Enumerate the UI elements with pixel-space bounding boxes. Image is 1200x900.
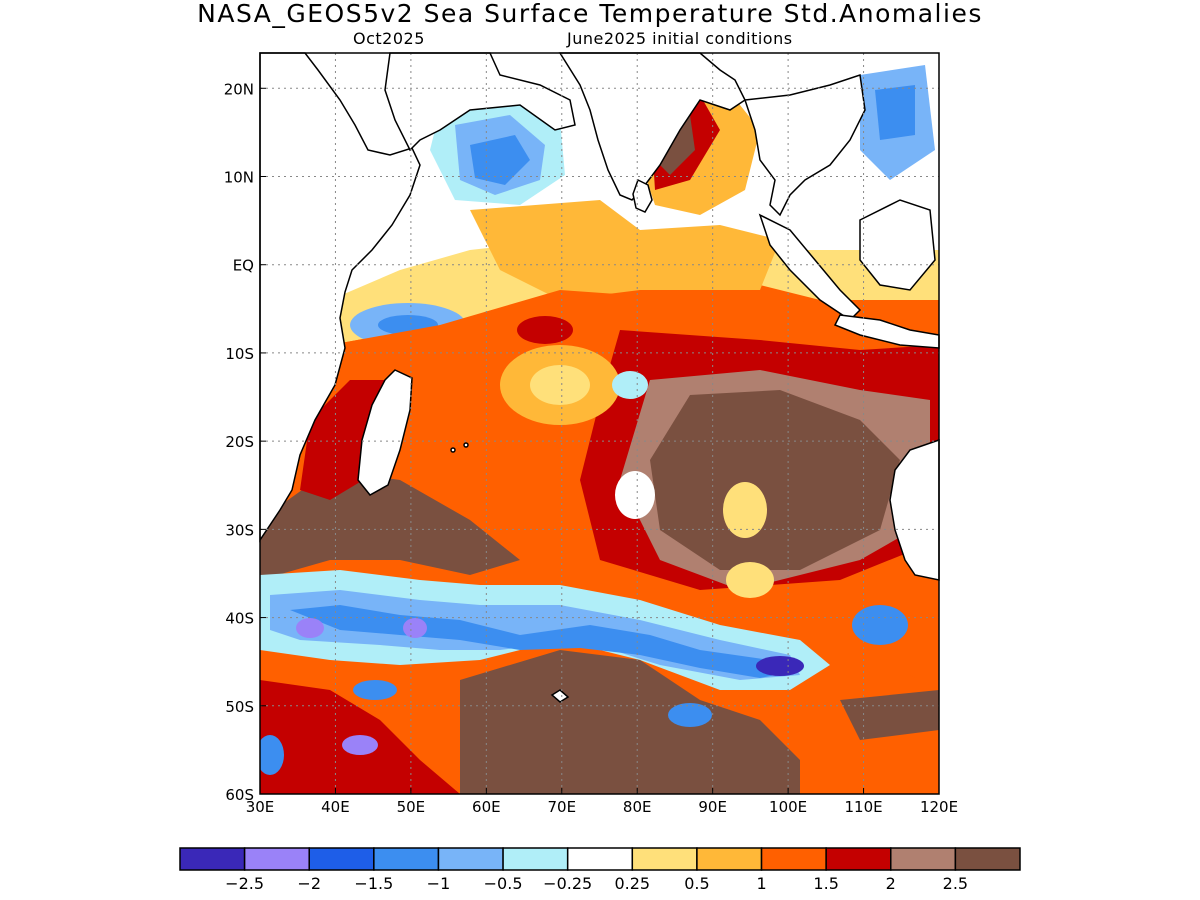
far-south-cold-spot [353, 680, 397, 700]
center-neutral-spot [615, 471, 655, 519]
kerguelen-island [550, 689, 570, 703]
warm-band-equator [470, 200, 780, 300]
colorbar-label: 0.25 [614, 874, 650, 893]
colorbar-label: 2 [886, 874, 896, 893]
colorbar-label: −1 [427, 874, 451, 893]
lon-tick-label: 110E [845, 798, 883, 816]
africa-landmass [259, 52, 421, 543]
south-east-extreme [650, 390, 900, 570]
colorbar-label: 1.5 [813, 874, 838, 893]
far-se-extreme [840, 690, 939, 740]
far-south-extreme [460, 650, 800, 794]
arabian-cold-core [470, 135, 530, 185]
lat-tick-label: 10N [224, 169, 254, 187]
lat-tick-label: 20N [224, 80, 254, 98]
lat-tick-label: 60S [225, 786, 254, 804]
latitude-ticks: 20N 10N EQ 10S 20S 30S 40S 50S 60S [224, 80, 266, 804]
colorbar-swatch [566, 847, 634, 871]
far-south-cold-spot-3 [668, 703, 712, 727]
colorbar-label: −2.5 [225, 874, 264, 893]
colorbar-swatch [890, 847, 957, 871]
lat-tick-label: EQ [233, 257, 254, 275]
colorbar-label: 2.5 [943, 874, 968, 893]
colorbar-label: 1 [756, 874, 766, 893]
cold-spot-2 [403, 618, 427, 638]
lon-tick-label: 60E [472, 798, 501, 816]
mauritius-island [463, 442, 469, 448]
colorbar-swatch [760, 847, 827, 871]
colorbar-swatch [373, 847, 440, 871]
far-south-cold-spot-2 [342, 735, 378, 755]
central-warm-blob-core [530, 365, 590, 405]
lon-tick-label: 100E [769, 798, 807, 816]
colorbar-swatch [954, 847, 1021, 871]
colorbar: −2.5 −2 −1.5 −1 −0.5 −0.25 0.25 0.5 1 1.5 2 2.5 [179, 847, 1021, 893]
colorbar-swatch [308, 847, 375, 871]
lat-tick-label: 50S [225, 698, 254, 716]
longitude-ticks: 30E 40E 50E 60E 70E 80E 90E 100E 110E 120E [246, 788, 958, 816]
graticule [260, 53, 939, 794]
indochina-landmass [743, 74, 866, 217]
central-hot-spot [517, 316, 573, 344]
colorbar-label: −2 [297, 874, 321, 893]
reunion-island [450, 447, 456, 453]
madagascar-landmass [357, 369, 413, 496]
lat-tick-label: 40S [225, 610, 254, 628]
lon-tick-label: 30E [246, 798, 275, 816]
cold-spot-east [852, 605, 908, 645]
cold-core-east [756, 656, 804, 676]
lat-tick-label: 30S [225, 521, 254, 539]
colorbar-label: −0.5 [484, 874, 523, 893]
lon-tick-label: 70E [547, 798, 576, 816]
land [259, 52, 940, 703]
colorbar-swatch [631, 847, 698, 871]
colorbar-swatch [437, 847, 504, 871]
australia-landmass [889, 438, 940, 581]
lon-tick-label: 120E [920, 798, 958, 816]
lon-tick-label: 40E [321, 798, 350, 816]
colorbar-swatch [825, 847, 892, 871]
lat-tick-label: 10S [225, 345, 254, 363]
colorbar-label: −0.25 [543, 874, 592, 893]
sumatra-landmass [758, 213, 862, 321]
sc-sea-cold-core [875, 85, 915, 140]
initial-conditions-label: June2025 initial conditions [567, 29, 793, 48]
lon-tick-label: 50E [397, 798, 426, 816]
east-warm-spot [723, 482, 767, 538]
colorbar-swatch [243, 847, 310, 871]
far-sw-cold-spot [260, 735, 284, 775]
colorbar-label: −1.5 [354, 874, 393, 893]
cold-spot-1 [296, 618, 324, 638]
lat-tick-label: 20S [225, 433, 254, 451]
lon-tick-label: 80E [623, 798, 652, 816]
sri-lanka-landmass [632, 178, 653, 213]
forecast-month: Oct2025 [353, 29, 425, 48]
east-warm-spot-2 [726, 562, 774, 598]
map-title: NASA_GEOS5v2 Sea Surface Temperature Std… [197, 0, 983, 28]
map-frame [259, 52, 940, 795]
central-cool-spot [612, 371, 648, 399]
arabia-landmass [384, 52, 576, 152]
colorbar-swatch [696, 847, 763, 871]
colorbar-swatch [502, 847, 569, 871]
india-landmass [558, 52, 746, 201]
colorbar-label: 0.5 [684, 874, 709, 893]
lon-tick-label: 90E [698, 798, 727, 816]
colorbar-swatch [179, 847, 246, 871]
